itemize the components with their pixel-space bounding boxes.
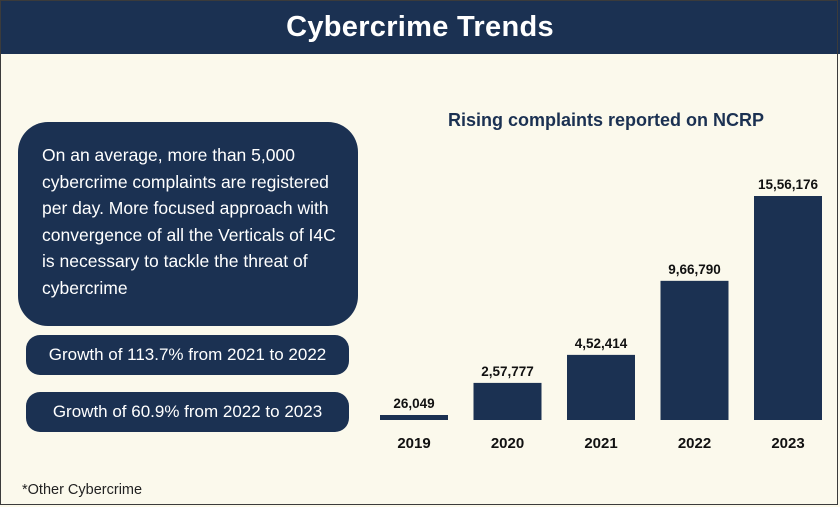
tick-label-2023: 2023 (771, 435, 804, 452)
data-label-2021: 4,52,414 (575, 336, 628, 351)
footnote: *Other Cybercrime (22, 482, 143, 498)
data-label-2022: 9,66,790 (668, 262, 721, 277)
growth-pill-2021-2022: Growth of 113.7% from 2021 to 2022 (26, 335, 349, 375)
tick-label-2021: 2021 (584, 435, 617, 452)
bar-2022 (660, 280, 729, 420)
summary-text: On an average, more than 5,000 cybercrim… (42, 145, 336, 298)
data-label-2023: 15,56,176 (758, 177, 819, 192)
bar-2023 (754, 196, 822, 420)
bar-2019 (380, 415, 448, 420)
page-title: Cybercrime Trends (286, 10, 554, 43)
bar-2021 (567, 354, 635, 420)
bar-chart: 26,049 2019 2,57,777 2020 4,52,414 2021 9,66,7… (380, 177, 822, 452)
growth-text: Growth of 113.7% from 2021 to 2022 (48, 345, 327, 364)
growth-text: Growth of 60.9% from 2022 to 2023 (52, 402, 323, 421)
chart-title: Rising complaints reported on NCRP (447, 110, 765, 130)
tick-label-2020: 2020 (491, 435, 524, 452)
tick-label-2019: 2019 (397, 435, 430, 452)
bar-2020 (473, 382, 542, 420)
data-label-2020: 2,57,777 (481, 364, 534, 379)
header-bar: Cybercrime Trends (0, 0, 840, 54)
summary-box: On an average, more than 5,000 cybercrim… (18, 122, 358, 326)
growth-pill-2022-2023: Growth of 60.9% from 2022 to 2023 (26, 392, 349, 432)
data-label-2019: 26,049 (393, 396, 434, 411)
tick-label-2022: 2022 (678, 435, 711, 452)
